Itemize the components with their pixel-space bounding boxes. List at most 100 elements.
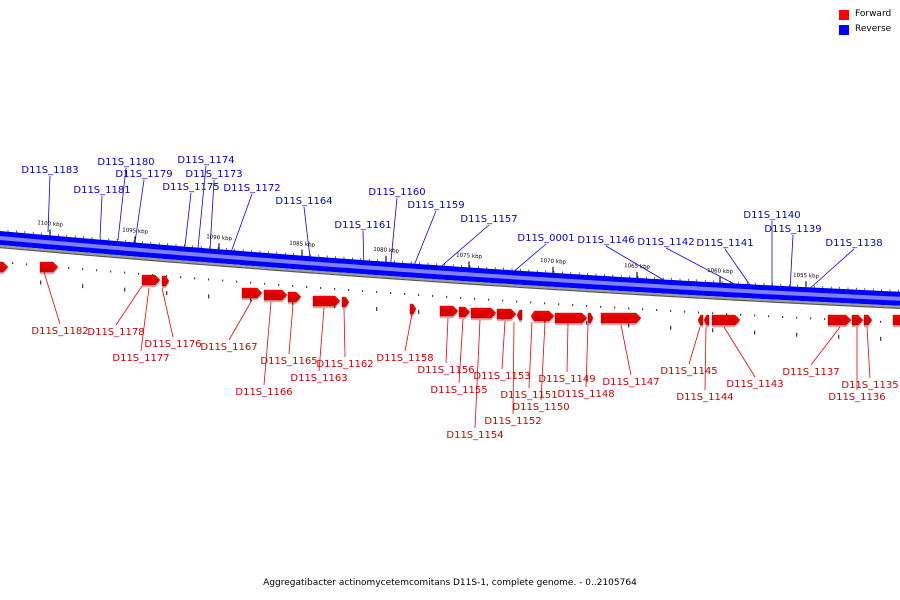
forward-leader <box>810 326 841 366</box>
lower-dot <box>208 278 210 281</box>
forward-label-leaders <box>43 271 871 429</box>
forward-gene-arrow <box>587 312 594 324</box>
forward-leader <box>620 324 632 376</box>
forward-gene-arrow <box>161 275 170 287</box>
lower-dot <box>824 318 826 321</box>
forward-gene-shadow <box>0 264 8 275</box>
forward-leader <box>474 319 481 429</box>
forward-gene-arrow <box>703 314 710 326</box>
scale-label: 1085 kbp <box>289 241 316 249</box>
reverse-gene-label: D11S_1141 <box>696 238 753 249</box>
forward-gene-shadow <box>40 264 58 275</box>
forward-gene-label: D11S_1149 <box>538 374 595 385</box>
forward-genes <box>0 261 900 328</box>
scale-label: 1090 kbp <box>206 234 233 242</box>
forward-gene-shadow <box>893 317 900 328</box>
reverse-leader <box>99 195 103 239</box>
forward-gene-shadow <box>459 309 470 320</box>
forward-gene-arrow <box>241 287 263 299</box>
lower-dot <box>110 270 112 273</box>
forward-gene-label: D11S_1158 <box>376 353 433 364</box>
legend-reverse-swatch <box>839 25 849 35</box>
reverse-gene-label: D11S_1138 <box>825 238 882 249</box>
lower-dot <box>404 292 406 295</box>
forward-leader <box>585 323 589 388</box>
forward-gene-label: D11S_1147 <box>602 377 659 388</box>
forward-leader <box>161 287 174 338</box>
forward-gene-shadow <box>588 315 593 326</box>
forward-leader <box>458 318 464 384</box>
forward-gene-arrow <box>537 310 555 322</box>
genome-backbone <box>0 231 900 309</box>
lower-dot <box>544 302 546 305</box>
lower-dot <box>642 308 644 311</box>
reverse-leader <box>665 247 741 288</box>
lower-dot <box>292 284 294 287</box>
forward-gene-shadow <box>342 299 349 310</box>
lower-tick <box>796 332 798 337</box>
forward-gene-arrow <box>39 261 59 273</box>
reverse-gene-label: D11S_1139 <box>764 224 821 235</box>
forward-gene-arrow <box>263 289 288 301</box>
reverse-gene-label: D11S_1142 <box>637 237 694 248</box>
forward-gene-label: D11S_1166 <box>235 387 292 398</box>
forward-gene-arrow <box>711 314 741 326</box>
lower-tick <box>838 334 840 339</box>
lower-dot <box>782 315 784 318</box>
forward-gene-shadow <box>698 317 703 328</box>
lower-tick <box>754 330 756 335</box>
forward-gene-shadow <box>601 315 641 326</box>
forward-gene-label: D11S_1148 <box>557 389 614 400</box>
reverse-gene-label: D11S_1173 <box>185 169 242 180</box>
forward-gene-arrow <box>287 291 302 303</box>
forward-gene-label: D11S_1163 <box>290 373 347 384</box>
reverse-gene-label: D11S_1146 <box>577 235 634 246</box>
lower-dot <box>264 282 266 285</box>
forward-leader <box>140 287 150 352</box>
forward-gene-label: D11S_1151 <box>500 390 557 401</box>
forward-gene-label: D11S_1135 <box>841 380 898 391</box>
forward-gene-arrow <box>470 307 497 319</box>
legend-forward-swatch <box>839 10 849 20</box>
forward-gene-arrow <box>851 314 864 326</box>
lower-tick <box>250 297 252 302</box>
lower-dot <box>68 266 70 269</box>
kbp-scale: 1100 kbp 1095 kbp 1090 kbp 1085 kbp 1080 kbp… <box>7 220 899 292</box>
lower-tick <box>376 307 378 312</box>
lower-dot <box>726 313 728 316</box>
lower-dot <box>124 271 126 274</box>
lower-dot <box>180 276 182 279</box>
forward-leader <box>501 320 506 370</box>
forward-gene-arrow <box>892 314 900 326</box>
reverse-gene-label: D11S_1183 <box>21 165 78 176</box>
reverse-gene-label: D11S_1180 <box>97 157 154 168</box>
forward-gene-label: D11S_1152 <box>484 416 541 427</box>
lower-tick <box>880 336 882 341</box>
forward-gene-shadow <box>852 317 863 328</box>
forward-gene-label: D11S_1176 <box>144 339 201 350</box>
forward-gene-shadow <box>288 294 301 305</box>
lower-dot <box>348 289 350 292</box>
forward-gene-label: D11S_1177 <box>112 353 169 364</box>
reverse-gene-label: D11S_0001 <box>517 233 574 244</box>
forward-gene-arrow <box>697 314 704 326</box>
forward-gene-arrow <box>0 261 9 273</box>
lower-dot <box>712 312 714 315</box>
forward-gene-labels: D11S_1182D11S_1178D11S_1177D11S_1176D11S… <box>31 326 898 441</box>
lower-dot <box>432 294 434 297</box>
forward-leader <box>723 326 756 378</box>
forward-gene-shadow <box>313 298 340 309</box>
lower-dot <box>698 311 700 314</box>
lower-dot <box>250 281 252 284</box>
lower-dot <box>320 286 322 289</box>
lower-dot <box>12 262 14 265</box>
lower-dot <box>628 307 630 310</box>
reverse-leader <box>789 234 794 291</box>
reverse-leader <box>184 192 192 247</box>
scale-label: 1070 kbp <box>540 258 567 266</box>
forward-gene-shadow <box>242 290 262 301</box>
lower-dot <box>600 305 602 308</box>
lower-dot <box>278 283 280 286</box>
forward-gene-label: D11S_1165 <box>260 356 317 367</box>
